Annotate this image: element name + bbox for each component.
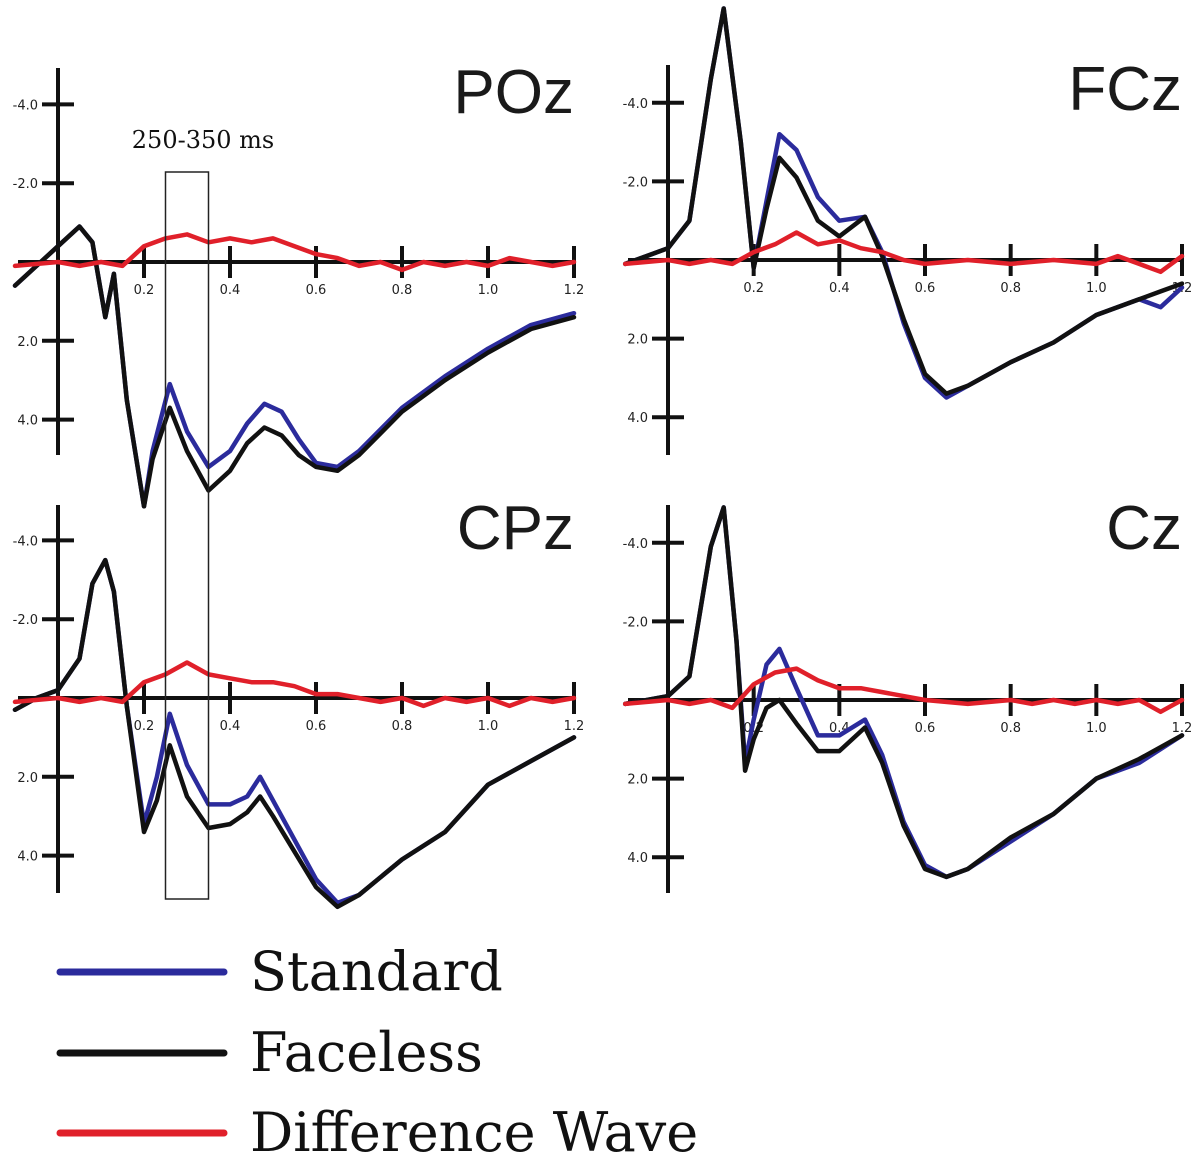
x-tick-label: 0.8 bbox=[1000, 721, 1021, 736]
panel-title: Cz bbox=[1106, 494, 1182, 563]
x-tick-label: 0.6 bbox=[915, 281, 936, 296]
x-tick-label: 0.2 bbox=[743, 281, 764, 296]
x-tick-label: 0.6 bbox=[306, 283, 327, 298]
y-tick-label: 4.0 bbox=[17, 850, 38, 865]
panel-title: CPz bbox=[457, 494, 574, 563]
y-tick-label: 4.0 bbox=[627, 411, 648, 426]
y-tick-label: -4.0 bbox=[13, 98, 38, 113]
y-tick-label: 4.0 bbox=[627, 851, 648, 866]
y-tick-label: -2.0 bbox=[13, 613, 38, 628]
y-tick-label: 2.0 bbox=[17, 335, 38, 350]
legend-label: Standard bbox=[250, 940, 503, 1003]
x-tick-label: 1.2 bbox=[1172, 721, 1193, 736]
y-tick-label: -2.0 bbox=[623, 615, 648, 630]
panel-title: POz bbox=[453, 58, 574, 127]
series-line-difference-wave bbox=[622, 666, 1185, 715]
series-line-faceless bbox=[622, 6, 1185, 396]
y-tick-label: -4.0 bbox=[13, 534, 38, 549]
series-line-faceless bbox=[622, 505, 1185, 880]
y-tick-label: -4.0 bbox=[623, 97, 648, 112]
series-line-difference-wave bbox=[12, 660, 577, 709]
y-tick-label: 2.0 bbox=[627, 773, 648, 788]
x-tick-label: 0.8 bbox=[392, 719, 413, 734]
x-tick-label: 0.8 bbox=[1000, 281, 1021, 296]
legend: Standard Faceless Difference Wave bbox=[56, 940, 698, 1160]
x-tick-label: 0.6 bbox=[915, 721, 936, 736]
y-tick-label: -2.0 bbox=[623, 175, 648, 190]
x-tick-label: 0.4 bbox=[220, 283, 241, 298]
x-tick-label: 0.2 bbox=[134, 283, 155, 298]
panel-title: FCz bbox=[1068, 55, 1182, 124]
analysis-window-label: 250-350 ms bbox=[132, 126, 274, 154]
x-tick-label: 1.0 bbox=[478, 719, 499, 734]
x-tick-label: 1.0 bbox=[1086, 721, 1107, 736]
panel-poz: -4.0 -2.0 2.0 4.0 0.2 0.4 0.6 0.8 1.0 1.2 POz bbox=[12, 58, 585, 509]
analysis-window-box bbox=[164, 171, 210, 900]
x-tick-label: 1.0 bbox=[1086, 281, 1107, 296]
x-tick-label: 0.4 bbox=[220, 719, 241, 734]
x-tick-label: 0.6 bbox=[306, 719, 327, 734]
legend-label: Faceless bbox=[250, 1021, 483, 1084]
y-tick-label: -2.0 bbox=[13, 177, 38, 192]
series-line-faceless bbox=[12, 557, 577, 910]
y-tick-label: 2.0 bbox=[627, 333, 648, 348]
x-tick-label: 0.4 bbox=[829, 281, 850, 296]
x-tick-label: 0.2 bbox=[134, 719, 155, 734]
panel-cz: -4.0-2.02.04.00.2 0.4 0.6 0.8 1.0 1.2Cz bbox=[622, 494, 1193, 893]
series-line-difference-wave bbox=[12, 232, 577, 273]
x-tick-label: 0.8 bbox=[392, 283, 413, 298]
panel-cpz: -4.0 -2.0 2.0 4.0 0.2 0.4 0.6 0.8 1.0 1.2 CPz bbox=[12, 494, 585, 910]
series-line-difference-wave bbox=[622, 230, 1185, 275]
y-tick-label: 2.0 bbox=[17, 771, 38, 786]
y-tick-label: -4.0 bbox=[623, 537, 648, 552]
x-tick-label: 1.2 bbox=[564, 719, 585, 734]
y-tick-label: 4.0 bbox=[17, 414, 38, 429]
series-line-faceless bbox=[12, 224, 577, 509]
x-tick-label: 1.0 bbox=[478, 283, 499, 298]
x-tick-label: 1.2 bbox=[564, 283, 585, 298]
legend-label: Difference Wave bbox=[250, 1101, 698, 1160]
